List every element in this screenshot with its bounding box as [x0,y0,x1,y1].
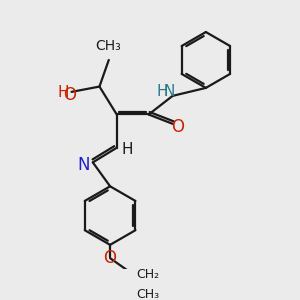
Text: H: H [122,142,133,157]
Text: CH₃: CH₃ [136,287,159,300]
Text: O: O [103,249,117,267]
Text: CH₃: CH₃ [95,39,121,53]
Text: N: N [78,155,90,173]
Text: N: N [164,84,175,99]
Text: O: O [171,118,184,136]
Text: H: H [156,84,168,99]
Text: O: O [63,86,76,104]
Text: H: H [57,85,68,100]
Text: CH₂: CH₂ [136,268,159,281]
